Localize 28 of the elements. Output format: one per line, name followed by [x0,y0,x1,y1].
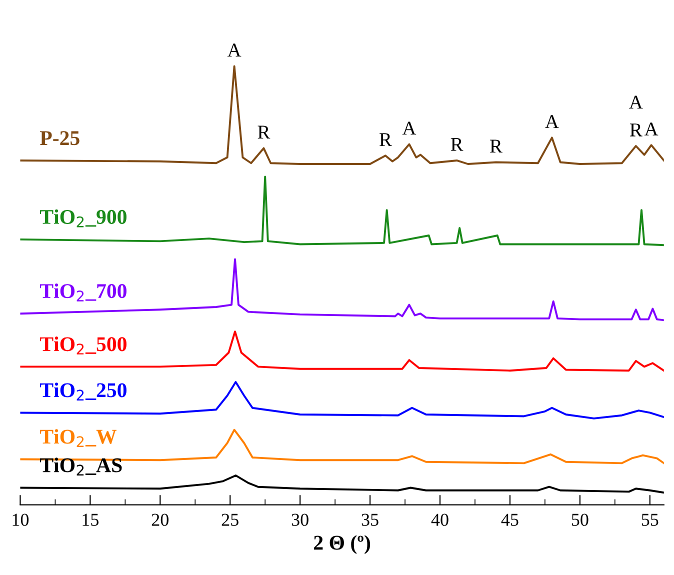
x-tick-label: 55 [642,514,658,526]
series-label: TiO$_{2}$_500 [40,336,126,354]
x-tick-label: 45 [501,514,518,526]
series-label: TiO$_{2}$_900 [40,209,126,228]
annotation: R [450,138,464,151]
annotation: A [629,96,643,109]
series-label: TiO$_{2}$_AS [40,458,122,476]
annotation: R [380,133,392,146]
x-tick-label: 25 [222,514,238,526]
x-tick-label: 40 [431,514,448,526]
series-label: P-25 [40,131,80,146]
x-tick-label: 35 [362,514,378,526]
x-tick-label: 20 [152,514,168,526]
x-tick-label: 15 [82,514,99,526]
annotation: R [490,140,502,153]
annotation: A [227,44,242,56]
x-axis-title: 2 Θ (º) [314,535,370,554]
annotation: A [545,115,559,128]
annotation: R [258,126,270,139]
x-tick-label: 30 [292,514,308,526]
annotation: A [402,122,416,135]
series-label: TiO$_{2}$_250 [40,382,126,400]
annotation: R [630,124,642,136]
series-label: TiO$_{2}$_700 [40,283,126,302]
series-label: TiO$_{2}$_W [40,429,117,447]
annotation: A [644,122,658,136]
x-tick-label: 10 [12,514,29,526]
x-tick-label: 50 [572,514,588,526]
